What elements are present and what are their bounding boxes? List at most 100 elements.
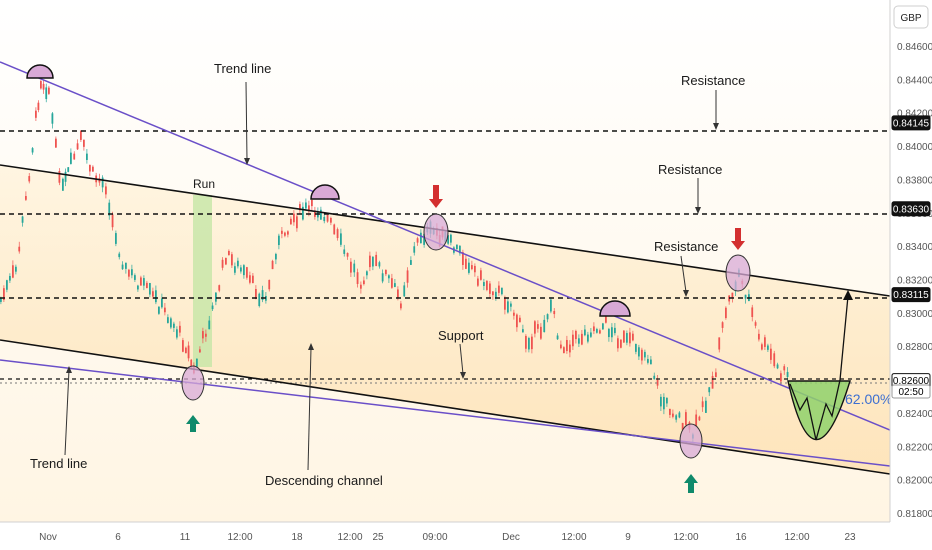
candle [67, 167, 70, 172]
candle [635, 344, 637, 352]
label-trend-line-top: Trend line [214, 61, 271, 76]
candle [146, 282, 148, 289]
candle [483, 282, 485, 286]
candle [550, 299, 552, 312]
time-tick-10: 9 [625, 532, 631, 543]
candle [531, 336, 533, 350]
candle [590, 332, 592, 337]
candle [330, 217, 332, 223]
circle-marker-1 [181, 365, 205, 401]
candle [602, 323, 604, 330]
candle [578, 338, 580, 344]
candle [333, 224, 336, 235]
candle [767, 345, 769, 350]
candle [543, 319, 546, 333]
candle [660, 396, 662, 407]
candle [721, 322, 724, 328]
candle [629, 332, 631, 344]
candle [170, 318, 172, 328]
candle [566, 339, 568, 352]
candle [644, 351, 646, 358]
candle [695, 414, 698, 427]
candle [12, 265, 14, 278]
candle [397, 289, 399, 299]
time-tick-4: 18 [291, 532, 303, 543]
price-level-boxes: 0.84145 0.83630 0.83115 0.82600 [891, 115, 931, 389]
price-level-label-1: 0.83630 [893, 204, 930, 215]
candle [715, 372, 717, 378]
candle [596, 329, 598, 333]
candle [115, 233, 117, 244]
fib-label: 62.00% [845, 391, 892, 407]
candle [271, 260, 274, 270]
candle [249, 275, 251, 283]
countdown-box [891, 384, 931, 399]
candle [237, 260, 239, 267]
candle [299, 204, 301, 211]
price-level-label-0: 0.84145 [893, 118, 930, 129]
run-zone [193, 195, 212, 367]
price-tick-4: 0.83800 [897, 175, 932, 186]
candle [489, 283, 491, 294]
candle [15, 266, 17, 272]
time-tick-9: 12:00 [561, 532, 586, 543]
candle [202, 331, 204, 339]
time-tick-6: 25 [372, 532, 384, 543]
label-run: Run [193, 177, 215, 191]
trend-line-lower [0, 359, 891, 467]
candle [447, 235, 449, 244]
candle [55, 138, 57, 148]
price-tick-7: 0.83200 [897, 276, 932, 287]
price-tick-10: 0.82400 [897, 409, 932, 420]
candle [751, 307, 754, 317]
price-axis [890, 0, 932, 550]
candle [314, 210, 316, 217]
candle [560, 344, 562, 349]
candle [284, 232, 286, 236]
candle [167, 317, 169, 323]
candle [764, 337, 766, 347]
projection-path [789, 295, 849, 441]
time-tick-13: 12:00 [784, 532, 809, 543]
candle [705, 400, 707, 413]
candle [406, 270, 409, 283]
top-marker-1 [26, 64, 54, 79]
price-tick-11: 0.82200 [897, 442, 932, 453]
candle [381, 273, 384, 282]
candle [293, 213, 295, 223]
candle [225, 257, 227, 265]
candle [423, 233, 425, 245]
candle [92, 166, 94, 172]
candle [540, 326, 542, 339]
price-tick-6: 0.83400 [897, 242, 932, 253]
candle [343, 249, 346, 254]
candle [196, 358, 198, 367]
candle [25, 196, 27, 200]
candle [278, 235, 280, 246]
candle [173, 323, 175, 328]
price-level-label-3: 0.82600 [893, 376, 930, 387]
candle [744, 294, 747, 299]
candle [465, 258, 467, 269]
candle [218, 285, 221, 291]
trend-line-upper [0, 61, 891, 431]
candle [718, 337, 721, 350]
candle [546, 314, 549, 320]
candle [413, 246, 416, 253]
descending-channel-fill [0, 165, 890, 474]
currency-badge[interactable] [893, 5, 929, 29]
candle [199, 349, 201, 353]
candle [89, 164, 91, 172]
candle [678, 412, 681, 418]
leader-arrowheads [66, 123, 719, 379]
candle [471, 265, 473, 270]
price-tick-9: 0.82800 [897, 342, 932, 353]
circle-marker-4 [725, 254, 751, 292]
candle [572, 334, 574, 347]
horizontal-levels [0, 130, 890, 384]
candle [731, 292, 734, 299]
up-arrow-2 [684, 474, 698, 493]
candle [363, 280, 365, 285]
candle [366, 271, 368, 276]
candle [128, 269, 130, 277]
